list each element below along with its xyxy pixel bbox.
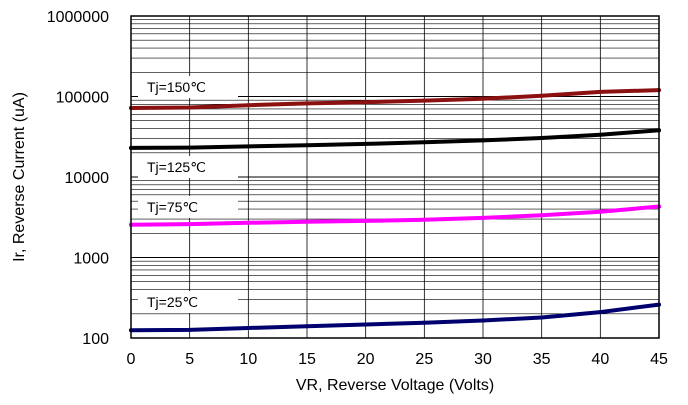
series-point <box>598 132 603 137</box>
series-point <box>422 140 427 145</box>
series-label: Tj=25℃ <box>147 294 198 310</box>
plot-frame <box>130 15 660 339</box>
y-tick-label: 10000 <box>65 170 110 187</box>
series-point <box>305 219 309 224</box>
x-tick-label: 30 <box>474 351 492 368</box>
series-point <box>246 326 251 331</box>
series-point <box>539 93 544 98</box>
x-tick-label: 0 <box>127 351 136 368</box>
x-tick-label: 15 <box>298 351 316 368</box>
x-tick-label: 20 <box>357 351 375 368</box>
series-point <box>539 136 544 141</box>
series-line <box>129 128 661 150</box>
series-point <box>305 101 309 106</box>
series-label: Tj=125℃ <box>147 159 206 175</box>
series-point <box>363 218 368 223</box>
series-point <box>481 215 485 220</box>
series-point <box>246 144 251 149</box>
x-tick-label: 45 <box>650 351 668 368</box>
series-point <box>598 310 603 315</box>
series-line <box>129 302 661 333</box>
series-line <box>129 204 661 227</box>
series-point <box>481 96 485 101</box>
series-label: Tj=150℃ <box>147 79 206 95</box>
series-point <box>246 220 251 225</box>
series-point <box>598 209 603 214</box>
series-point <box>246 103 251 108</box>
y-tick-labels: 100 1000 10000 100000 1000000 <box>47 9 109 348</box>
series-point <box>305 143 309 148</box>
series-point <box>187 105 192 110</box>
series-point <box>187 222 192 227</box>
series-label-bg <box>138 156 238 178</box>
series-point <box>363 141 368 146</box>
x-tick-label: 35 <box>533 351 551 368</box>
series-point <box>539 315 544 320</box>
series-point <box>422 98 427 103</box>
series-point <box>363 322 368 327</box>
y-tick-label: 100 <box>82 331 109 348</box>
x-tick-label: 10 <box>239 351 257 368</box>
x-axis-title: VR, Reverse Voltage (Volts) <box>296 377 494 394</box>
y-tick-label: 1000 <box>73 251 109 268</box>
x-tick-label: 5 <box>185 351 194 368</box>
series-point <box>422 217 427 222</box>
grid <box>131 16 659 338</box>
series-point <box>422 320 427 325</box>
series-point <box>187 327 192 332</box>
y-axis-title: Ir, Reverse Current (uA) <box>11 92 28 262</box>
series-point <box>539 213 544 218</box>
series-point <box>187 145 192 150</box>
y-tick-label: 1000000 <box>47 9 109 26</box>
y-tick-label: 100000 <box>56 90 109 107</box>
series-label-bg <box>138 291 238 313</box>
series-point <box>481 318 485 323</box>
series-labels: Tj=150℃ Tj=125℃ Tj=75℃ Tj=25℃ <box>138 76 238 313</box>
series-point <box>305 324 309 329</box>
series-label: Tj=75℃ <box>147 199 198 215</box>
x-tick-label: 40 <box>591 351 609 368</box>
x-tick-labels: 0 5 10 15 20 25 30 35 40 45 <box>127 351 668 368</box>
series-point <box>481 138 485 143</box>
series-line <box>129 88 661 110</box>
x-tick-label: 25 <box>415 351 433 368</box>
series-label-bg <box>138 76 238 98</box>
series-point <box>598 89 603 94</box>
series-label-bg <box>138 196 238 218</box>
series-point <box>363 100 368 105</box>
series-lines <box>129 88 661 333</box>
